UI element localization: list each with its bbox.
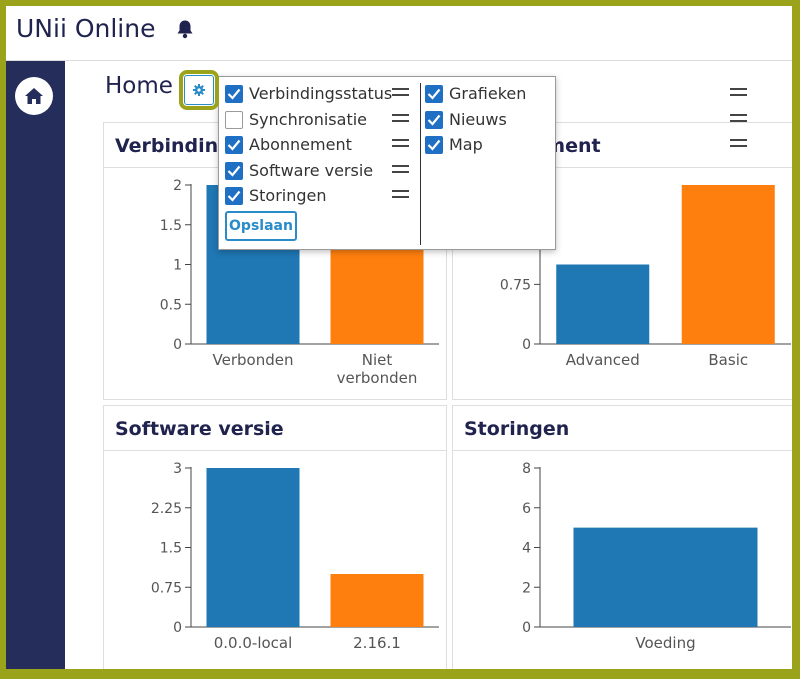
- card-title: Software versie: [115, 418, 284, 440]
- y-tick-label: 1.5: [160, 541, 182, 557]
- x-tick-label: verbonden: [337, 369, 418, 387]
- checkbox-checked[interactable]: [225, 85, 243, 103]
- y-tick-label: 2: [173, 178, 182, 194]
- y-tick-label: 0.5: [160, 297, 182, 313]
- y-tick-label: 2.25: [151, 501, 182, 517]
- widget-option-abonnement[interactable]: Abonnement: [225, 134, 409, 156]
- y-tick-label: 8: [522, 461, 531, 477]
- y-tick-label: 0.75: [151, 580, 182, 596]
- app-window: UNii Online Home Verbindingsstatus 0 0.5 1…: [6, 6, 792, 669]
- drag-handle-icon[interactable]: [392, 113, 409, 123]
- drag-handle-icon[interactable]: [730, 139, 747, 148]
- bar: [681, 185, 775, 344]
- drag-handle-icon[interactable]: [392, 190, 409, 199]
- widget-option-synchronisatie[interactable]: Synchronisatie: [225, 109, 409, 131]
- drag-handle-icon[interactable]: [392, 88, 409, 97]
- x-tick-label: Voeding: [635, 634, 695, 652]
- widget-option-label: Map: [449, 135, 483, 154]
- bar: [330, 574, 424, 627]
- column-divider: [420, 83, 421, 245]
- drag-handle-icon[interactable]: [730, 113, 747, 123]
- bar: [573, 527, 758, 627]
- y-tick-label: 0.75: [500, 277, 531, 293]
- card-software-versie: Software versie 0 0.75 1.5 2.25 3 0.0.0-local…: [103, 405, 447, 669]
- widget-option-grafieken[interactable]: Grafieken: [425, 83, 747, 105]
- card-storingen: Storingen 0 2 4 6 8 Voeding: [452, 405, 792, 669]
- widget-option-label: Grafieken: [449, 84, 527, 103]
- y-tick-label: 2: [522, 580, 531, 596]
- bell-icon[interactable]: [176, 19, 194, 39]
- bar: [556, 264, 650, 344]
- x-tick-label: 0.0.0-local: [214, 634, 293, 652]
- bar-chart: 0 2 4 6 8 Voeding: [522, 461, 791, 652]
- checkbox-checked[interactable]: [225, 187, 243, 205]
- checkbox-unchecked[interactable]: [225, 110, 243, 129]
- sidebar-item-home[interactable]: [15, 77, 53, 115]
- widget-option-label: Nieuws: [449, 109, 507, 129]
- widget-option-label: Abonnement: [249, 135, 352, 154]
- page-title: Home: [105, 73, 173, 99]
- widget-option-verbindingsstatus[interactable]: Verbindingsstatus: [225, 83, 409, 105]
- widget-option-storingen[interactable]: Storingen: [225, 185, 409, 207]
- widget-option-software-versie[interactable]: Software versie: [225, 160, 409, 182]
- x-tick-label: 2.16.1: [353, 634, 401, 652]
- checkbox-checked[interactable]: [225, 136, 243, 154]
- y-tick-label: 4: [522, 541, 531, 557]
- y-tick-label: 1: [173, 258, 182, 274]
- checkbox-checked[interactable]: [425, 136, 443, 154]
- y-tick-label: 0: [173, 620, 182, 636]
- x-tick-label: Advanced: [566, 351, 640, 369]
- widget-option-label: Synchronisatie: [249, 109, 368, 129]
- y-tick-label: 0: [173, 337, 182, 353]
- x-tick-label: Verbonden: [213, 351, 294, 369]
- checkbox-checked[interactable]: [425, 110, 443, 129]
- sidebar: [6, 61, 65, 669]
- y-tick-label: 3: [173, 461, 182, 477]
- widget-option-label: Verbindingsstatus: [249, 84, 393, 103]
- drag-handle-icon[interactable]: [392, 164, 409, 174]
- app-title: UNii Online: [16, 14, 156, 43]
- bar-chart: 0 0.75 1.5 2.25 3 0.0.0-local 2.16.1: [151, 461, 439, 652]
- widget-settings-button[interactable]: [179, 70, 219, 110]
- card-title: Storingen: [464, 418, 570, 440]
- drag-handle-icon[interactable]: [392, 139, 409, 148]
- checkbox-checked[interactable]: [225, 161, 243, 180]
- widget-option-label: Storingen: [249, 186, 327, 205]
- drag-handle-icon[interactable]: [730, 88, 747, 97]
- save-button[interactable]: Opslaan: [225, 211, 297, 241]
- checkbox-checked[interactable]: [425, 85, 443, 103]
- y-tick-label: 0: [522, 620, 531, 636]
- y-tick-label: 1.5: [160, 218, 182, 234]
- widget-settings-dropdown: Verbindingsstatus Synchronisatie Abonnemen…: [218, 76, 747, 250]
- x-tick-label: Niet: [362, 351, 393, 369]
- x-tick-label: Basic: [708, 351, 748, 369]
- widget-option-nieuws[interactable]: Nieuws: [425, 109, 747, 131]
- widget-option-label: Software versie: [249, 160, 374, 180]
- y-tick-label: 6: [522, 501, 531, 517]
- top-bar: UNii Online: [6, 6, 792, 61]
- widget-option-map[interactable]: Map: [425, 134, 747, 156]
- bar: [206, 468, 300, 627]
- y-tick-label: 0: [522, 337, 531, 353]
